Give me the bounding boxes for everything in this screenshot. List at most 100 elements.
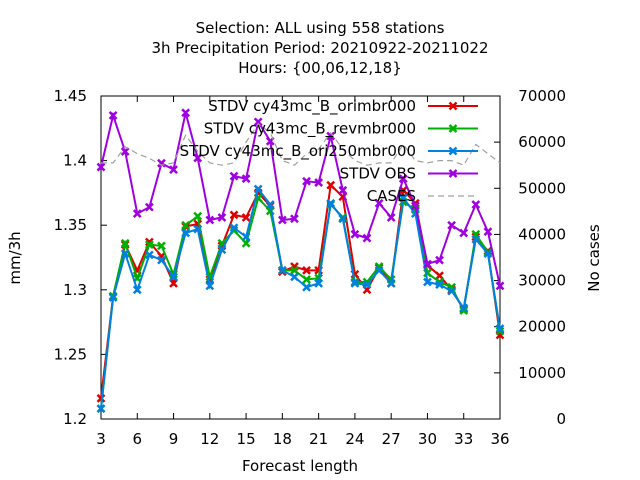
data-point [181, 108, 191, 118]
data-point [471, 235, 481, 244]
data-point [241, 232, 251, 242]
legend-label: STDV cy43mc_B_orimbr000 [208, 97, 416, 116]
series-line [100, 186, 501, 409]
x-tick-label: 33 [454, 430, 473, 448]
data-point [120, 249, 130, 259]
x-axis-label: Forecast length [242, 457, 358, 475]
data-point [181, 228, 191, 238]
x-tick-label: 9 [169, 430, 179, 448]
data-point [302, 176, 311, 186]
x-tick-label: 6 [132, 430, 142, 448]
y2-tick-label: 50000 [518, 179, 566, 197]
legend-marker [448, 101, 458, 111]
legend: STDV cy43mc_B_orimbr000 STDV cy43mc_B_rev… [180, 97, 478, 205]
y2-axis-label-text: No cases [585, 224, 603, 292]
series-line [100, 111, 501, 287]
data-point [265, 200, 275, 209]
data-point [253, 184, 263, 194]
data-point [277, 215, 287, 225]
y-tick-label: 1.35 [54, 216, 87, 234]
data-point [290, 214, 299, 224]
data-point [362, 233, 372, 243]
y2-axis-label: No cases [585, 224, 603, 292]
data-point [229, 210, 239, 220]
data-point [495, 326, 505, 336]
data-point [229, 223, 239, 233]
data-point [350, 278, 360, 288]
data-point [157, 241, 166, 251]
data-point [447, 220, 457, 230]
data-point [459, 303, 469, 313]
data-point [144, 240, 154, 249]
data-point [435, 280, 444, 290]
data-point [483, 249, 493, 259]
chart-title: Selection: ALL using 558 stations 3h Prec… [151, 19, 488, 77]
data-point [193, 153, 203, 163]
title-line: 3h Precipitation Period: 20210922-202110… [151, 39, 488, 57]
data-point [169, 165, 178, 175]
data-point [169, 278, 178, 288]
legend-marker [448, 146, 458, 156]
data-point [302, 275, 311, 284]
legend-marker [448, 169, 458, 178]
data-point [96, 162, 106, 172]
series-layer [96, 108, 505, 414]
data-point [120, 147, 130, 156]
y2-tick-label: 0 [556, 410, 566, 428]
data-point [241, 174, 251, 184]
data-point [144, 202, 154, 212]
y2-tick-label: 60000 [518, 133, 566, 151]
x-tick-label: 15 [237, 430, 256, 448]
data-point [132, 209, 142, 218]
data-point [96, 404, 106, 414]
data-point [386, 278, 396, 288]
legend-marker [448, 124, 458, 133]
data-point [132, 285, 142, 295]
data-point [423, 259, 432, 269]
data-point [386, 213, 396, 222]
x-tick-label: 21 [309, 430, 328, 448]
data-point [338, 185, 348, 195]
data-point [290, 272, 299, 282]
data-point [144, 250, 154, 260]
series-0 [96, 180, 505, 403]
y2-tick-label: 20000 [518, 318, 566, 336]
x-axis-label-text: Forecast length [242, 457, 358, 475]
data-point [205, 215, 215, 225]
data-point [290, 266, 299, 275]
axis-ticks: 3 6 9 12 15 18 21 24 27 30 33 361.21.251.31.351.41.… [54, 87, 566, 448]
legend-label: CASES [367, 187, 416, 205]
x-tick-label: 3 [96, 430, 106, 448]
data-point [423, 277, 432, 287]
data-point [241, 213, 251, 222]
series-2 [96, 184, 505, 414]
y-tick-label: 1.25 [54, 345, 87, 363]
y2-tick-label: 70000 [518, 87, 566, 105]
x-tick-label: 36 [490, 430, 509, 448]
x-tick-label: 18 [273, 430, 292, 448]
data-point [374, 266, 384, 275]
data-point [326, 131, 336, 141]
data-point [374, 198, 384, 208]
plot-area [100, 95, 501, 420]
data-point [338, 214, 348, 224]
y2-tick-label: 40000 [518, 225, 566, 243]
title-line: Hours: {00,06,12,18} [238, 59, 402, 77]
y-tick-label: 1.45 [54, 87, 87, 105]
series-1 [96, 193, 505, 414]
data-point [314, 278, 324, 288]
y-tick-label: 1.4 [63, 152, 87, 170]
data-point [302, 282, 311, 292]
data-point [253, 117, 263, 127]
data-point [193, 211, 203, 221]
data-point [157, 158, 166, 168]
y-tick-label: 1.3 [63, 281, 87, 299]
y-axis-label-text: mm/3h [6, 231, 24, 284]
y-axis-label: mm/3h [6, 231, 24, 284]
data-point [193, 224, 203, 234]
legend-label: STDV OBS [340, 165, 416, 183]
data-point [277, 266, 287, 275]
series-3 [96, 108, 505, 291]
title-line: Selection: ALL using 558 stations [196, 19, 445, 37]
data-point [326, 198, 336, 208]
